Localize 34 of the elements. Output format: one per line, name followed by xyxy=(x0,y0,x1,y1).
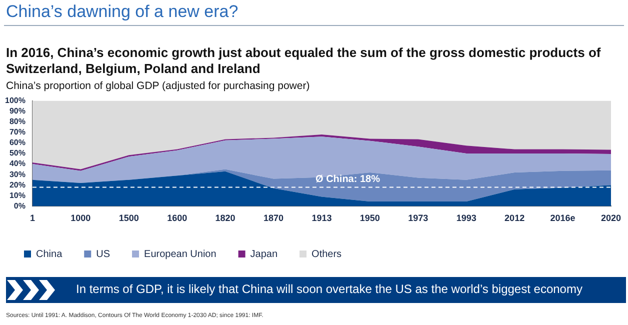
x-tick-label: 1993 xyxy=(456,213,476,224)
y-tick-label: 30% xyxy=(9,170,26,179)
x-tick-label: 2012 xyxy=(504,213,525,224)
y-tick-label: 20% xyxy=(9,180,26,190)
y-tick-label: 40% xyxy=(9,159,26,168)
x-tick-label: 1500 xyxy=(118,213,139,224)
x-tick-label: 2020 xyxy=(600,213,622,224)
x-tick-label: 1913 xyxy=(312,213,332,224)
text: In terms of GDP, it is likely that China will soon overtake the US as the world’s biggest economy xyxy=(76,282,582,296)
y-axis-title: China’s proportion of global GDP (adjusted for purchasing power) xyxy=(6,80,310,92)
legend-label: Others xyxy=(312,248,342,260)
ref-line-label: Ø China: 18% xyxy=(316,174,380,185)
x-tick-label: 1820 xyxy=(215,213,236,224)
chart-subtitle: In 2016, China’s economic growth just about equaled the sum of the gross domestic products of Switzerland, Belgium, Poland and Ireland xyxy=(6,45,602,77)
legend-label: European Union xyxy=(144,248,216,260)
y-tick-label: 70% xyxy=(9,128,26,137)
y-tick-label: 10% xyxy=(9,190,26,200)
y-tick-label: 80% xyxy=(9,117,26,126)
legend-label: Japan xyxy=(250,248,278,260)
x-tick-label: 1870 xyxy=(264,213,284,224)
y-tick-label: 0% xyxy=(14,201,26,210)
x-tick-label: 1600 xyxy=(167,213,188,224)
y-tick-label: 100% xyxy=(4,96,26,106)
x-tick-label: 1000 xyxy=(70,213,91,224)
x-tick-label: 1973 xyxy=(408,213,428,224)
y-tick-label: 50% xyxy=(9,148,26,158)
x-tick-label: 2016e xyxy=(550,213,576,224)
chart-title: China’s dawning of a new era? xyxy=(6,2,238,22)
legend-label: US xyxy=(96,248,110,260)
y-tick-label: 90% xyxy=(9,106,26,116)
x-tick-label: 1950 xyxy=(360,213,380,224)
x-tick-label: 1 xyxy=(30,213,35,224)
y-tick-label: 60% xyxy=(9,138,26,148)
legend-label: China xyxy=(36,248,63,260)
